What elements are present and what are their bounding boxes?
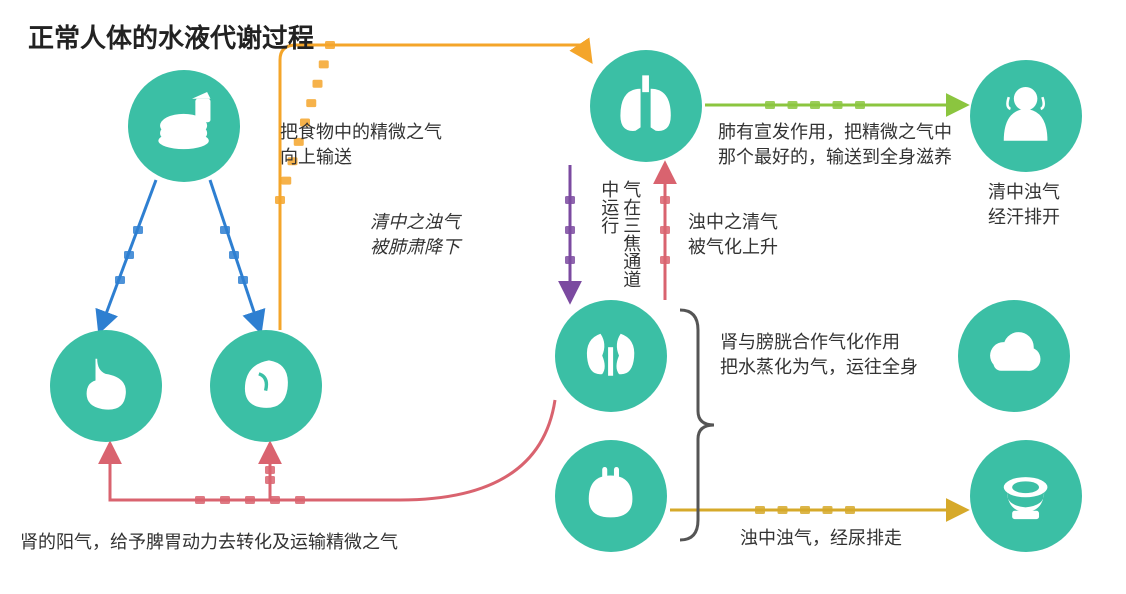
- label-c: 清中浊气 经汗排开: [988, 180, 1060, 230]
- node-toilet: [970, 440, 1082, 552]
- label-a: 把食物中的精微之气 向上输送: [280, 120, 442, 170]
- label-f: 气在三焦通道: [618, 180, 643, 288]
- edge-food-spleen: [210, 180, 260, 330]
- bladder-icon: [577, 462, 644, 529]
- node-kidneys: [555, 300, 667, 412]
- edge-kidneys-stomach: [110, 400, 555, 500]
- node-lungs: [590, 50, 702, 162]
- toilet-icon: [992, 462, 1059, 529]
- node-cloud: [958, 300, 1070, 412]
- label-h: 肾与膀胱合作气化作用 把水蒸化为气，运往全身: [720, 330, 918, 380]
- node-person: [970, 60, 1082, 172]
- node-spleen: [210, 330, 322, 442]
- label-b: 肺有宣发作用，把精微之气中 那个最好的，输送到全身滋养: [718, 120, 952, 170]
- label-g: 中运行: [596, 180, 621, 234]
- edge-food-stomach: [100, 180, 156, 330]
- label-j: 浊中浊气，经尿排走: [740, 526, 902, 551]
- food-icon: [150, 92, 217, 159]
- spleen-icon: [232, 352, 299, 419]
- node-food: [128, 70, 240, 182]
- label-e: 浊中之清气 被气化上升: [688, 210, 778, 260]
- node-bladder: [555, 440, 667, 552]
- label-i: 肾的阳气，给予脾胃动力去转化及运输精微之气: [20, 530, 398, 555]
- person-icon: [992, 82, 1059, 149]
- cloud-icon: [980, 322, 1047, 389]
- label-d: 清中之浊气 被肺肃降下: [370, 210, 460, 260]
- edge-spleen-lungs: [280, 45, 590, 330]
- lungs-icon: [612, 72, 679, 139]
- stomach-icon: [72, 352, 139, 419]
- kidneys-icon: [577, 322, 644, 389]
- diagram-title: 正常人体的水液代谢过程: [28, 18, 314, 55]
- brace: [680, 310, 714, 540]
- node-stomach: [50, 330, 162, 442]
